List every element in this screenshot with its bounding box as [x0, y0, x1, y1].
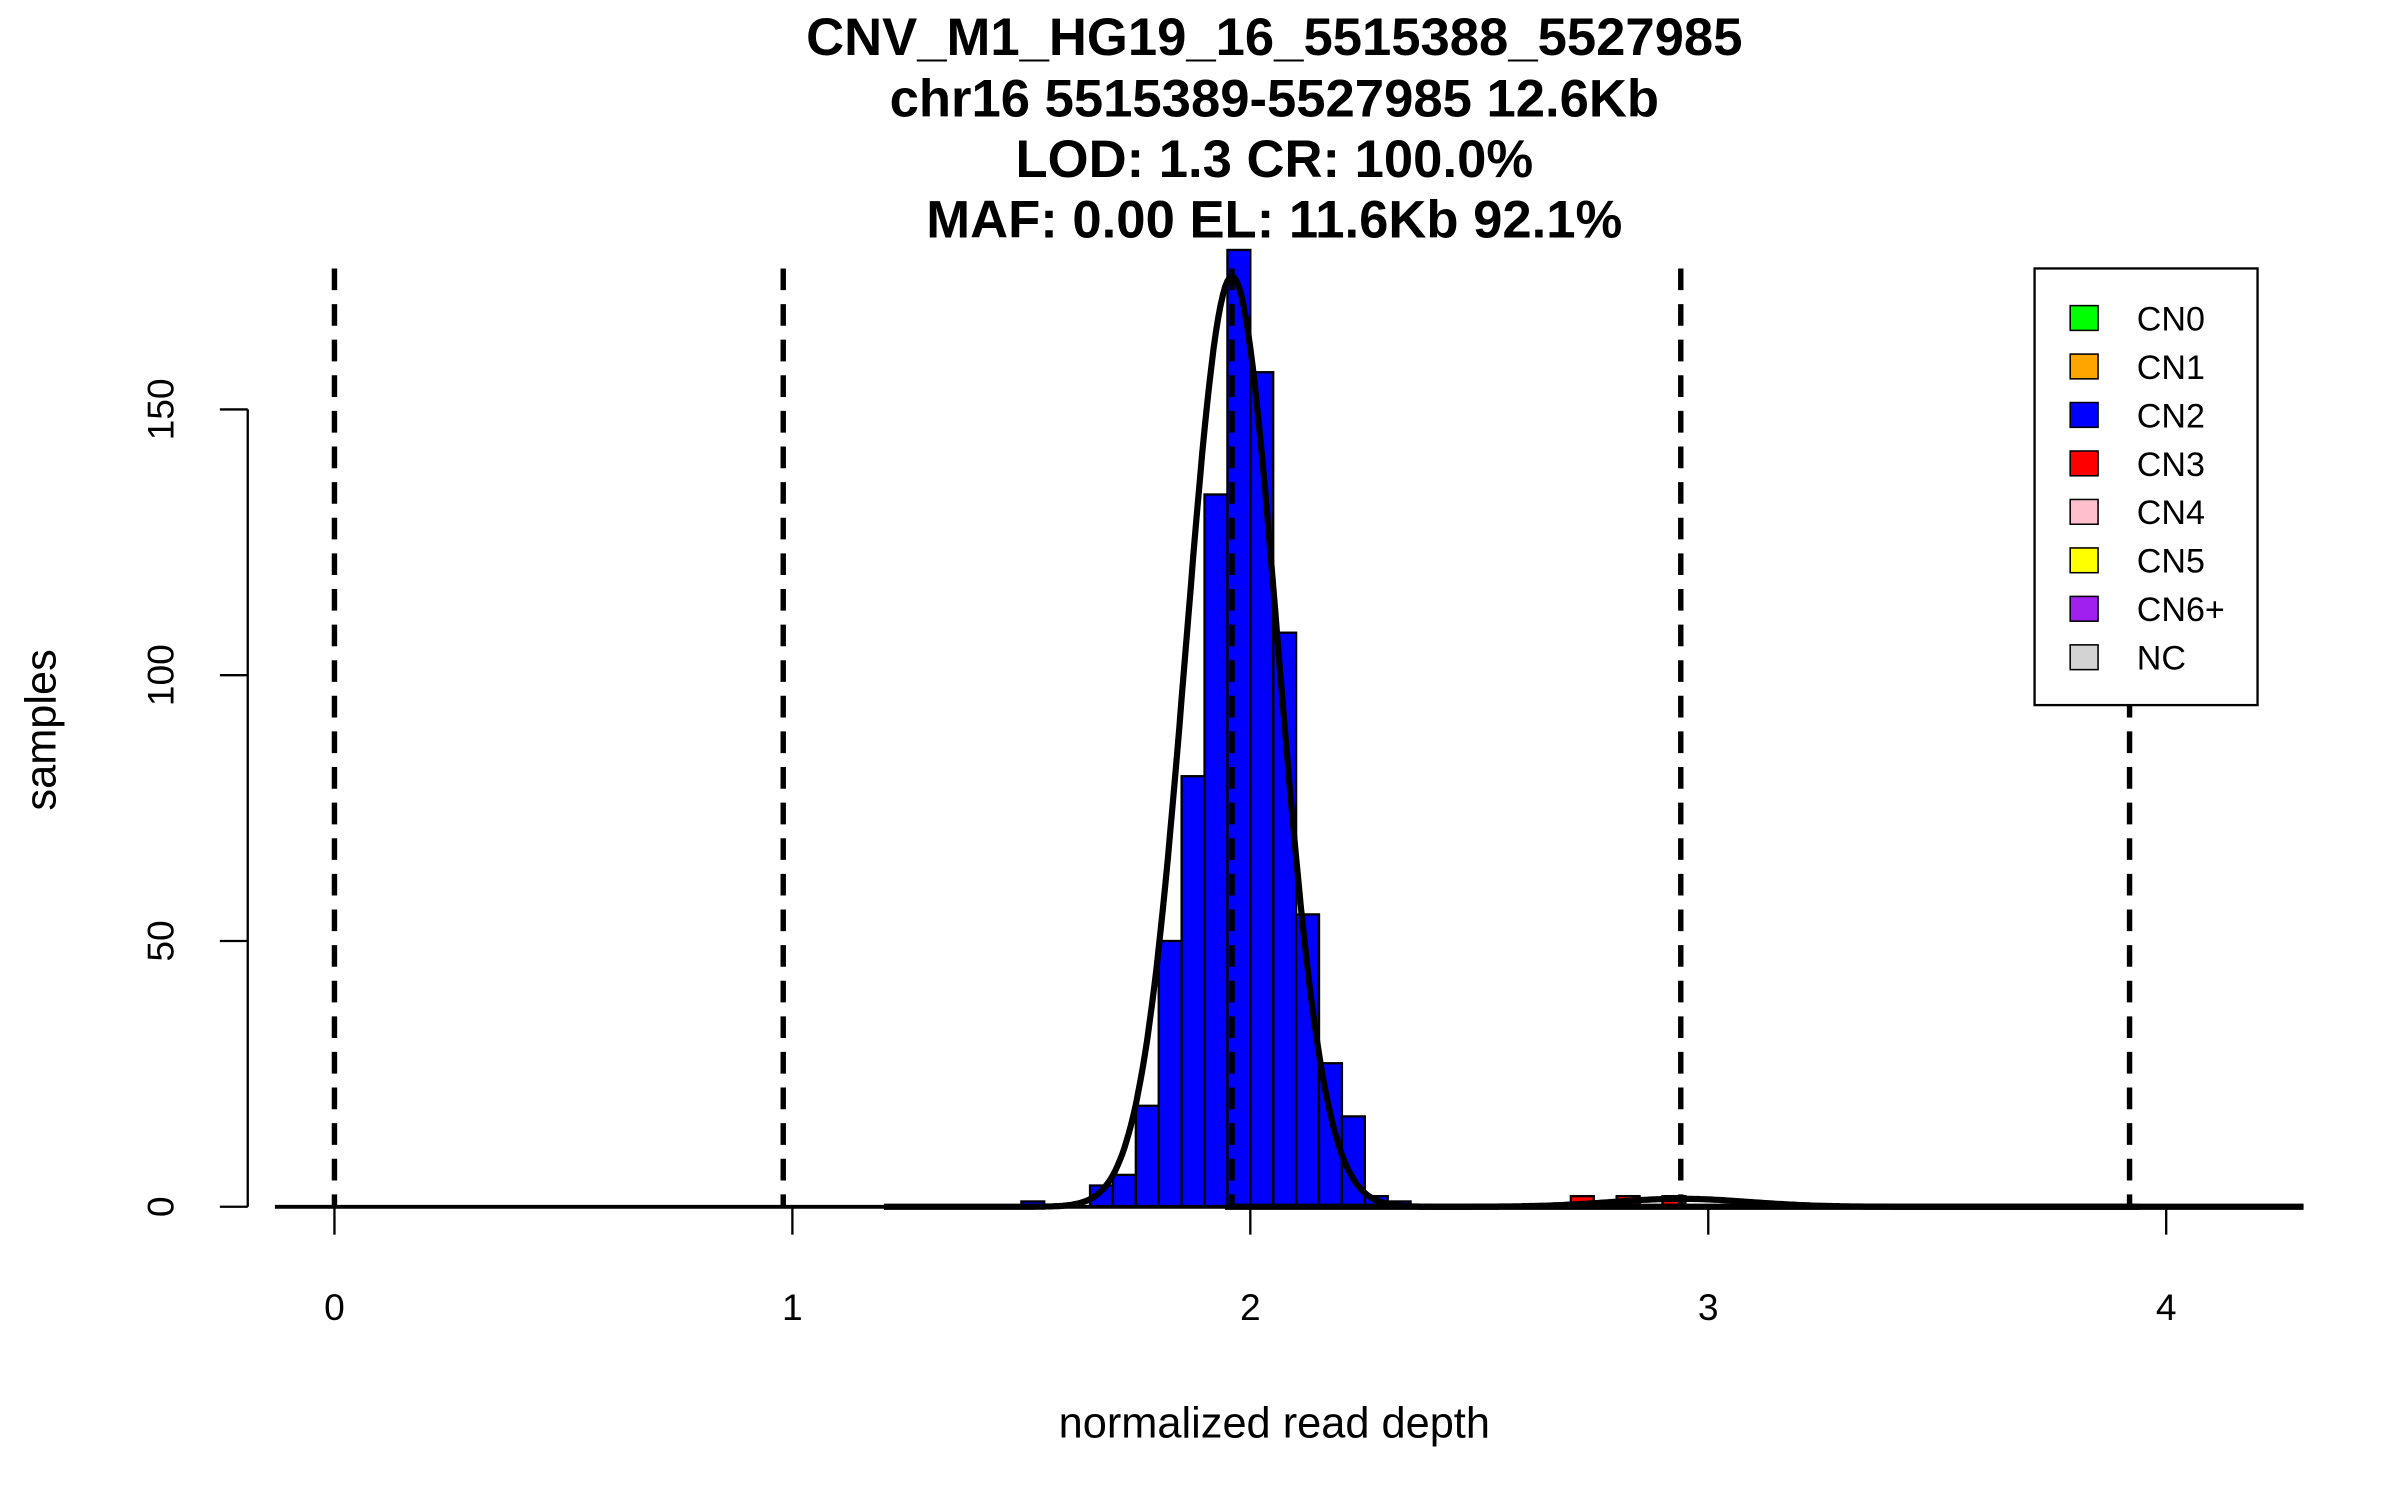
histogram-bar	[1111, 1173, 1138, 1208]
legend-box	[2033, 267, 2259, 707]
legend-label: CN3	[2137, 446, 2205, 484]
y-tick-label: 0	[139, 1196, 181, 1217]
bars	[1020, 248, 1687, 1208]
legend-label: CN2	[2137, 397, 2205, 435]
legend: CN0 CN1 CN2 CN3 CN4 CN5 CN6+ NC	[2033, 267, 2259, 707]
legend-label: CN1	[2137, 349, 2205, 387]
chart-title: CNV_M1_HG19_16_5515388_5527985 chr16 551…	[806, 8, 1742, 250]
legend-swatch-cn3	[2069, 450, 2099, 477]
legend-swatch-cn1	[2069, 353, 2099, 380]
y-tick-label: 100	[139, 644, 181, 706]
legend-swatch-cn5	[2069, 547, 2099, 574]
x-tick-label: 1	[782, 1286, 803, 1328]
x-axis-label: normalized read depth	[1059, 1399, 1490, 1447]
x-axis: 0 1 2 3 4	[324, 1206, 2177, 1328]
legend-label: CN6+	[2137, 591, 2225, 629]
histogram-bar	[1180, 775, 1206, 1208]
x-tick-label: 0	[324, 1286, 345, 1328]
y-axis-label: samples	[18, 649, 66, 810]
legend-label: CN5	[2137, 543, 2205, 581]
title-line-3: LOD: 1.3 CR: 100.0%	[1015, 130, 1533, 189]
x-tick-label: 3	[1698, 1286, 1719, 1328]
legend-swatch-nc	[2069, 644, 2099, 671]
legend-swatch-cn4	[2069, 498, 2099, 526]
legend-label: NC	[2137, 640, 2186, 678]
y-tick-label: 150	[139, 378, 181, 440]
x-tick-label: 4	[2156, 1286, 2177, 1328]
histogram-bar	[1157, 939, 1183, 1208]
y-tick-label: 50	[139, 920, 181, 961]
legend-swatch-cn0	[2069, 304, 2099, 332]
x-tick-label: 2	[1240, 1286, 1261, 1328]
histogram-bar	[1249, 371, 1275, 1208]
y-axis: 0 50 100 150	[139, 378, 249, 1217]
legend-label: CN4	[2137, 494, 2205, 532]
legend-swatch-cn6plus	[2069, 595, 2099, 622]
histogram-bar	[1203, 493, 1229, 1208]
title-line-1: CNV_M1_HG19_16_5515388_5527985	[806, 8, 1742, 67]
legend-swatch-cn2	[2069, 401, 2099, 429]
legend-label: CN0	[2137, 300, 2205, 338]
title-line-2: chr16 5515389-5527985 12.6Kb	[890, 70, 1660, 129]
title-line-4: MAF: 0.00 EL: 11.6Kb 92.1%	[926, 190, 1622, 249]
histogram-bar	[1134, 1104, 1160, 1208]
